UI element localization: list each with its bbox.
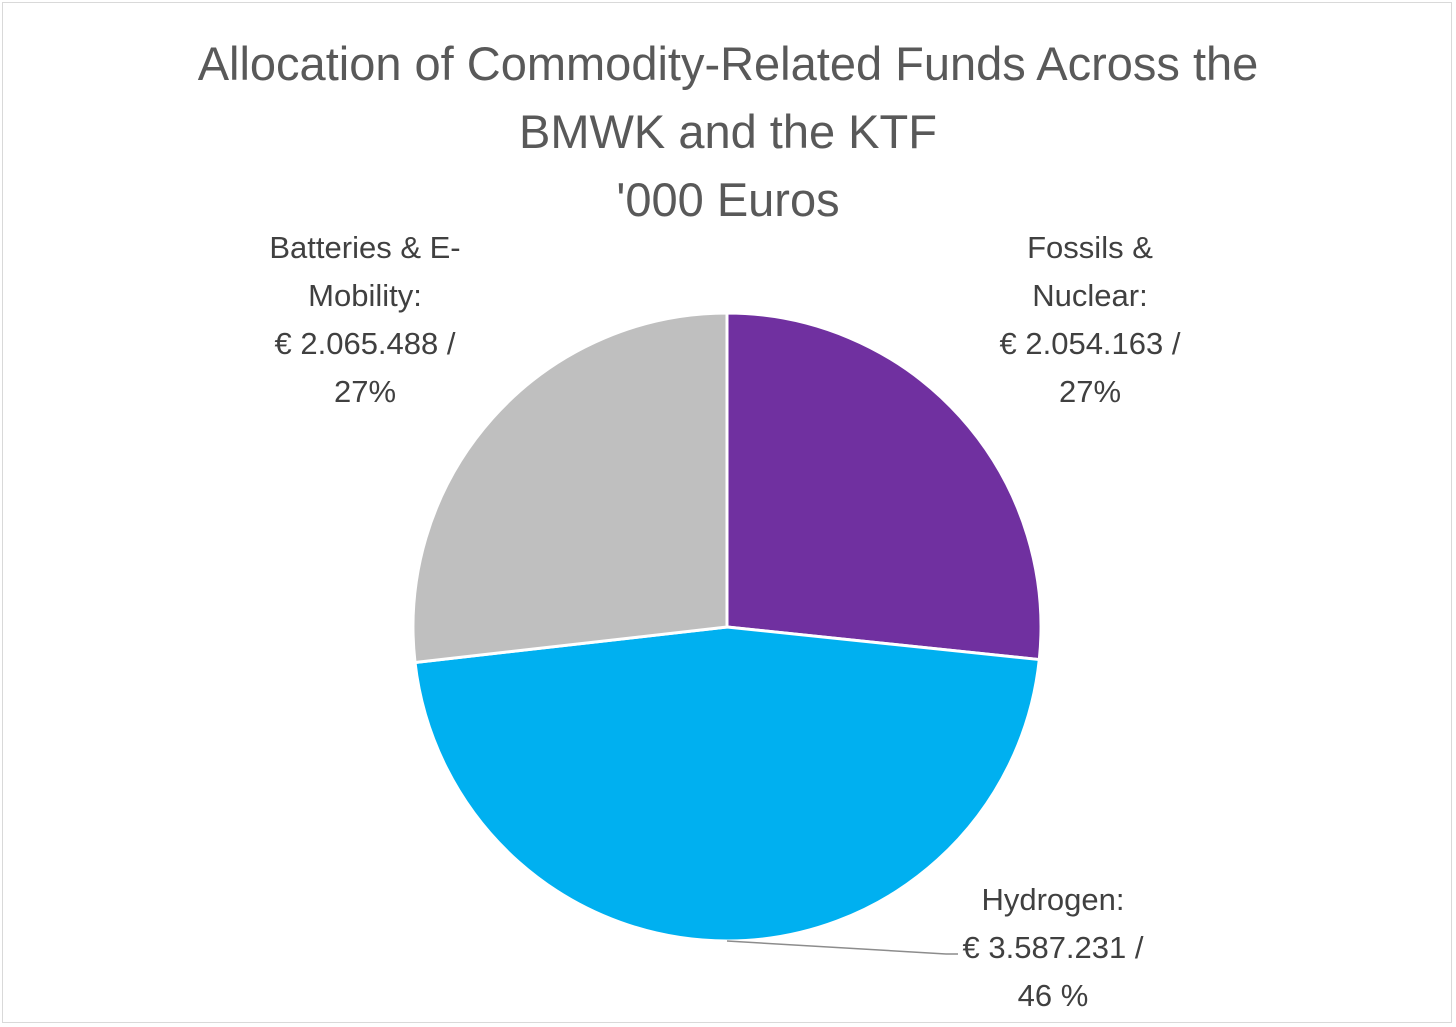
data-label-fossils-nuclear: Fossils & Nuclear: € 2.054.163 / 27%	[950, 224, 1230, 416]
pie-slice-batteries	[411, 311, 729, 664]
data-label-hydrogen-line-3: 46 %	[1017, 978, 1089, 1013]
data-label-batteries-line-1: Batteries & E-	[269, 230, 461, 265]
chart-title-line-2: BMWK and the KTF	[519, 105, 937, 158]
data-label-fossils-line-3: € 2.054.163 /	[999, 326, 1181, 361]
data-label-batteries-line-2: Mobility:	[308, 278, 422, 313]
data-label-fossils-line-2: Nuclear:	[1032, 278, 1148, 313]
data-label-batteries-e-mobility: Batteries & E- Mobility: € 2.065.488 / 2…	[225, 224, 505, 416]
data-label-hydrogen-line-1: Hydrogen:	[981, 882, 1125, 917]
chart-title-line-1: Allocation of Commodity-Related Funds Ac…	[197, 37, 1259, 90]
hydrogen-leader-line	[726, 940, 958, 955]
data-label-batteries-line-4: 27%	[333, 374, 397, 409]
chart-title-line-3: '000 Euros	[616, 173, 840, 226]
data-label-hydrogen-line-2: € 3.587.231 /	[962, 930, 1144, 965]
data-label-hydrogen: Hydrogen: € 3.587.231 / 46 %	[913, 876, 1193, 1020]
data-label-batteries-line-3: € 2.065.488 /	[274, 326, 456, 361]
data-label-fossils-line-1: Fossils &	[1027, 230, 1153, 265]
data-label-fossils-line-4: 27%	[1058, 374, 1122, 409]
chart-title: Allocation of Commodity-Related Funds Ac…	[0, 30, 1456, 234]
pie-slice-fossils	[725, 311, 1043, 662]
